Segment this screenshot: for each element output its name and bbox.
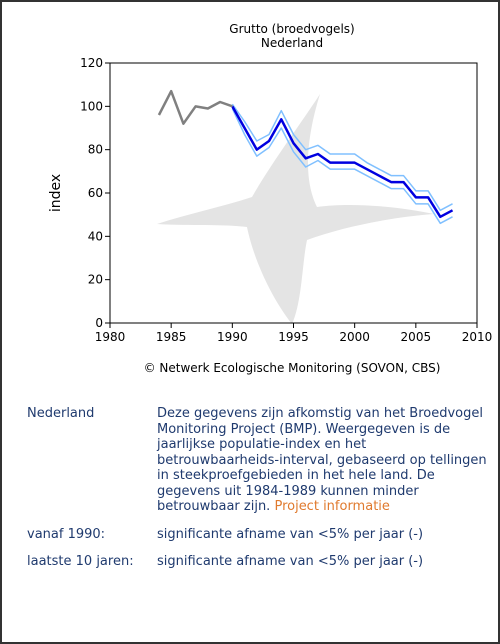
y-tick-label: 80 — [88, 143, 103, 157]
x-tick-label: 1980 — [95, 330, 126, 344]
y-tick-label: 100 — [80, 99, 103, 113]
row-text-body: Deze gegevens zijn afkomstig van het Bro… — [157, 406, 487, 514]
x-tick-label: 2005 — [401, 330, 432, 344]
x-tick-label: 1990 — [217, 330, 248, 344]
source-note: © Netwerk Ecologische Monitoring (SOVON,… — [144, 361, 441, 375]
x-tick-label: 1995 — [278, 330, 309, 344]
info-row: Nederland Deze gegevens zijn afkomstig va… — [27, 406, 487, 515]
x-tick-label: 2000 — [339, 330, 370, 344]
info-row: vanaf 1990: significante afname van <5% p… — [27, 527, 487, 543]
row-label: Nederland — [27, 406, 95, 421]
chart: Grutto (broedvogels) Nederland index © N… — [48, 22, 493, 375]
y-axis-label: index — [48, 174, 64, 212]
project-link[interactable]: Project informatie — [274, 499, 390, 514]
row-text: significante afname van <5% per jaar (-) — [157, 527, 487, 543]
y-tick-label: 0 — [95, 316, 103, 330]
y-tick-label: 40 — [88, 229, 103, 243]
series-line — [157, 89, 233, 125]
info-row: laatste 10 jaren: significante afname van… — [27, 554, 487, 570]
row-text-body: significante afname van <5% per jaar (-) — [157, 526, 424, 542]
y-tick-label: 20 — [88, 273, 103, 287]
chart-subtitle: Nederland — [261, 36, 323, 50]
series-line — [231, 108, 453, 225]
info-table: Nederland Deze gegevens zijn afkomstig va… — [27, 406, 487, 582]
series-line — [231, 105, 454, 219]
y-tick-label: 120 — [80, 56, 103, 70]
bird-silhouette — [157, 94, 434, 324]
row-text: significante afname van <5% per jaar (-) — [157, 554, 487, 570]
row-text-body: significante afname van <5% per jaar (-) — [157, 554, 424, 569]
series-line — [231, 103, 453, 212]
row-text: Deze gegevens zijn afkomstig van het Bro… — [157, 406, 487, 515]
x-tick-label: 2010 — [462, 330, 493, 344]
x-tick-label: 1985 — [156, 330, 187, 344]
row-label: laatste 10 jaren: — [27, 554, 134, 569]
row-label: vanaf 1990: — [27, 526, 106, 542]
y-tick-label: 60 — [88, 186, 103, 200]
chart-title: Grutto (broedvogels) — [229, 22, 354, 36]
